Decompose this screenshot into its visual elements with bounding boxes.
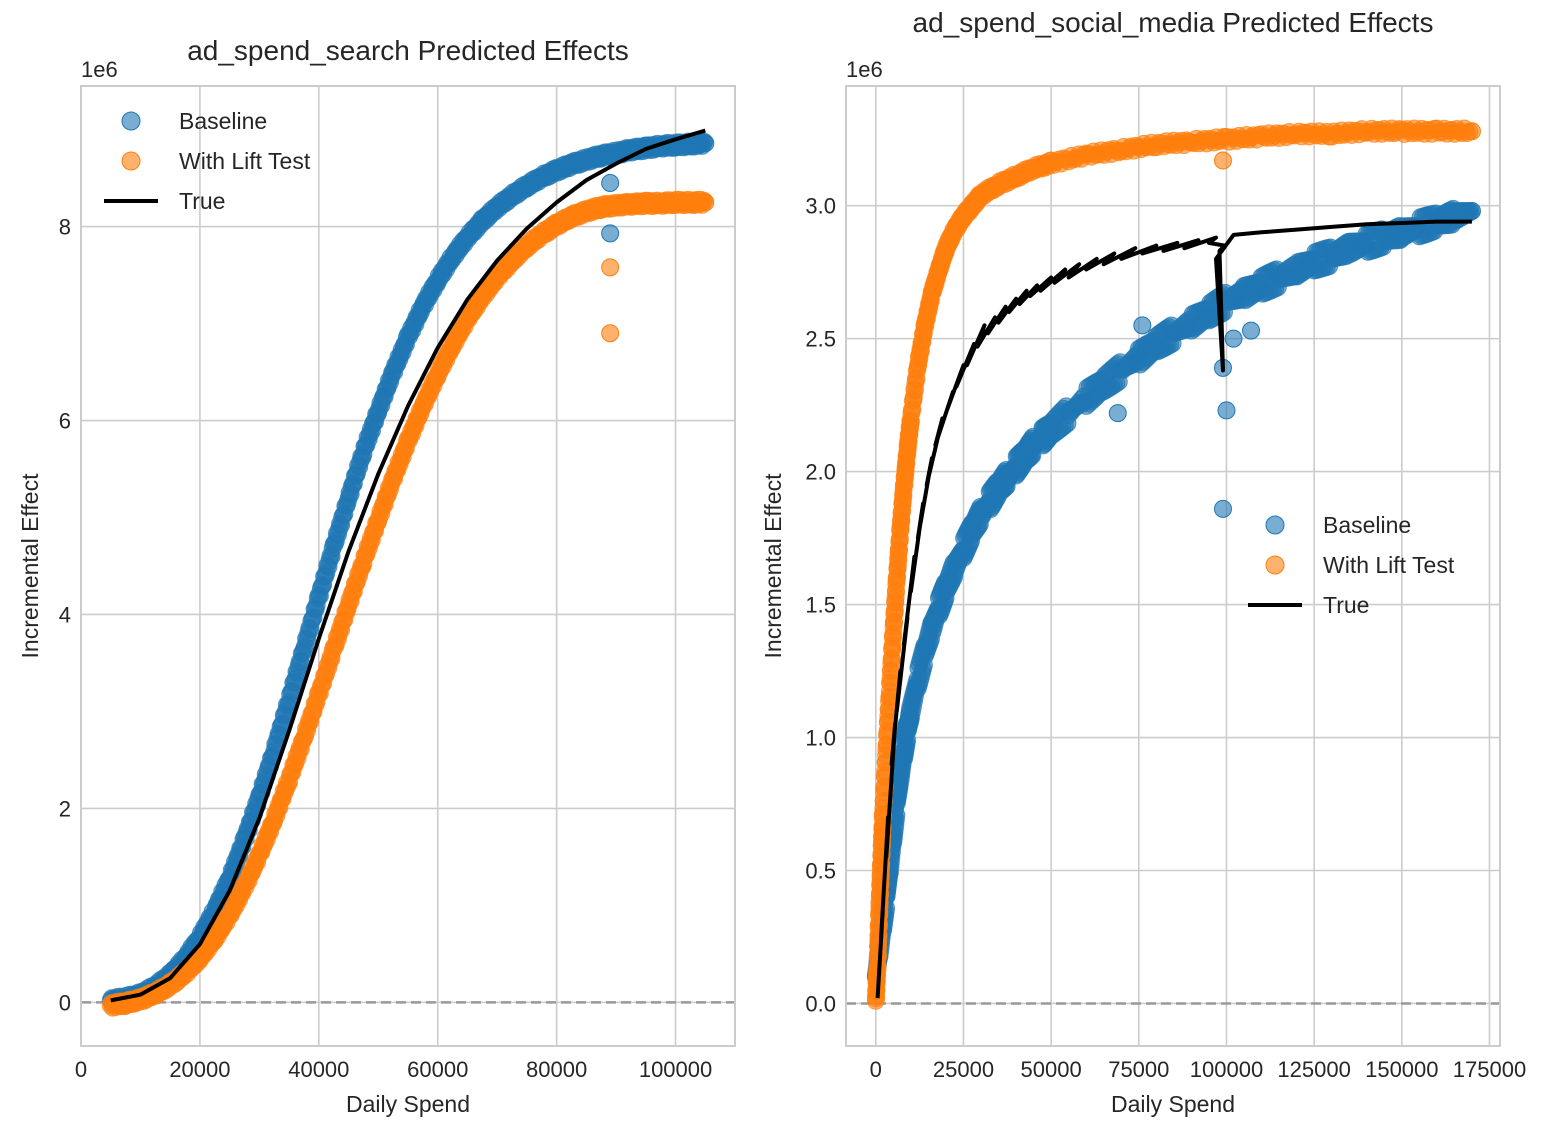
- axes-frame: [80, 85, 736, 1047]
- x-tick-label: 0: [75, 1057, 87, 1082]
- x-tick-label: 100000: [639, 1057, 712, 1082]
- data-point-outlier: [1213, 499, 1232, 518]
- x-tick-label: 80000: [526, 1057, 587, 1082]
- legend-label: With Lift Test: [1323, 552, 1455, 578]
- chart-title: ad_spend_social_media Predicted Effects: [913, 7, 1434, 38]
- y-tick-label: 0.0: [805, 991, 836, 1016]
- data-point-outlier: [601, 173, 620, 192]
- x-tick-label: 40000: [288, 1057, 349, 1082]
- y-tick-label: 0: [59, 990, 71, 1015]
- x-tick-label: 100000: [1190, 1057, 1263, 1082]
- data-point: [696, 134, 715, 153]
- legend: Baseline With Lift Test True: [1248, 512, 1455, 618]
- data-point-outlier: [1108, 404, 1127, 423]
- legend-label: Baseline: [1323, 512, 1411, 538]
- chart-panel-social-media: 0 25000 50000 75000 100000 125000 150000 175000…: [760, 7, 1526, 1117]
- x-tick-label: 125000: [1277, 1057, 1350, 1082]
- y-axis-label: Incremental Effect: [17, 473, 43, 659]
- legend-label: Baseline: [179, 108, 267, 134]
- series-true-line: [875, 219, 1472, 999]
- y-tick-label: 6: [59, 409, 71, 434]
- chart-title: ad_spend_search Predicted Effects: [187, 35, 629, 66]
- series-with-lift-test: [866, 119, 1481, 1010]
- series-with-lift-test: [101, 190, 715, 1017]
- chart-panel-search: 0 20000 40000 60000 80000 100000 0 2 4 6 8 1e6 ad_sp…: [17, 35, 736, 1117]
- y-tick-label: 8: [59, 215, 71, 240]
- y-tick-label: 1.0: [805, 726, 836, 751]
- data-point-outlier: [1217, 401, 1236, 420]
- y-axis-offset-label: 1e6: [846, 57, 883, 82]
- y-axis-offset-label: 1e6: [81, 57, 118, 82]
- x-axis-label: Daily Spend: [346, 1091, 470, 1117]
- x-tick-label: 0: [870, 1057, 882, 1082]
- data-point-outlier: [1224, 329, 1243, 348]
- grid-lines: [80, 86, 735, 1046]
- data-point-outlier: [601, 258, 620, 277]
- series-true-line: [110, 128, 706, 1003]
- x-tick-label: 60000: [407, 1057, 468, 1082]
- legend: Baseline With Lift Test True: [104, 108, 311, 214]
- data-point-outlier: [1242, 321, 1261, 340]
- plot-area: [866, 119, 1481, 1010]
- legend-marker-with-lift-test: [1265, 555, 1285, 575]
- x-tick-label: 75000: [1108, 1057, 1169, 1082]
- legend-marker-baseline: [121, 111, 141, 131]
- data-point: [1462, 122, 1481, 141]
- data-point: [696, 193, 715, 212]
- x-tick-label: 20000: [169, 1057, 230, 1082]
- y-tick-label: 1.5: [805, 593, 836, 618]
- series-baseline: [866, 199, 1481, 986]
- y-tick-label: 2: [59, 796, 71, 821]
- x-tick-label: 50000: [1021, 1057, 1082, 1082]
- data-point-outlier: [601, 324, 620, 343]
- plot-area: [101, 128, 715, 1017]
- data-point-outlier: [601, 224, 620, 243]
- y-tick-label: 0.5: [805, 858, 836, 883]
- legend-label: With Lift Test: [179, 148, 311, 174]
- data-point-outlier: [1133, 316, 1152, 335]
- axes-frame: [845, 85, 1501, 1047]
- x-tick-label: 175000: [1453, 1057, 1526, 1082]
- legend-marker-with-lift-test: [121, 151, 141, 171]
- x-axis-label: Daily Spend: [1111, 1091, 1235, 1117]
- y-tick-label: 2.5: [805, 327, 836, 352]
- data-point: [1462, 201, 1481, 220]
- x-tick-label: 25000: [933, 1057, 994, 1082]
- legend-marker-baseline: [1265, 515, 1285, 535]
- legend-label: True: [179, 188, 225, 214]
- data-point-outlier: [1213, 151, 1232, 170]
- x-tick-label: 150000: [1365, 1057, 1438, 1082]
- y-tick-label: 3.0: [805, 194, 836, 219]
- series-baseline: [101, 132, 715, 1012]
- y-tick-label: 2.0: [805, 460, 836, 485]
- y-tick-label: 4: [59, 602, 71, 627]
- legend-label: True: [1323, 592, 1369, 618]
- y-axis-label: Incremental Effect: [760, 473, 786, 659]
